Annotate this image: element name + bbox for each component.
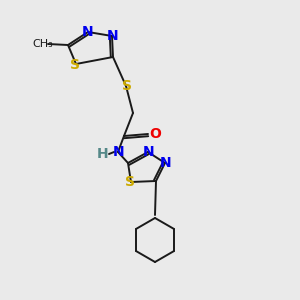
Text: H: H: [97, 147, 109, 161]
Text: O: O: [149, 127, 161, 141]
Text: S: S: [122, 79, 132, 93]
Text: N: N: [143, 145, 155, 159]
Text: N: N: [82, 25, 94, 39]
Text: CH₃: CH₃: [33, 39, 53, 49]
Text: N: N: [107, 29, 119, 43]
Text: N: N: [113, 145, 125, 159]
Text: S: S: [70, 58, 80, 72]
Text: N: N: [160, 156, 172, 170]
Text: S: S: [125, 175, 135, 189]
